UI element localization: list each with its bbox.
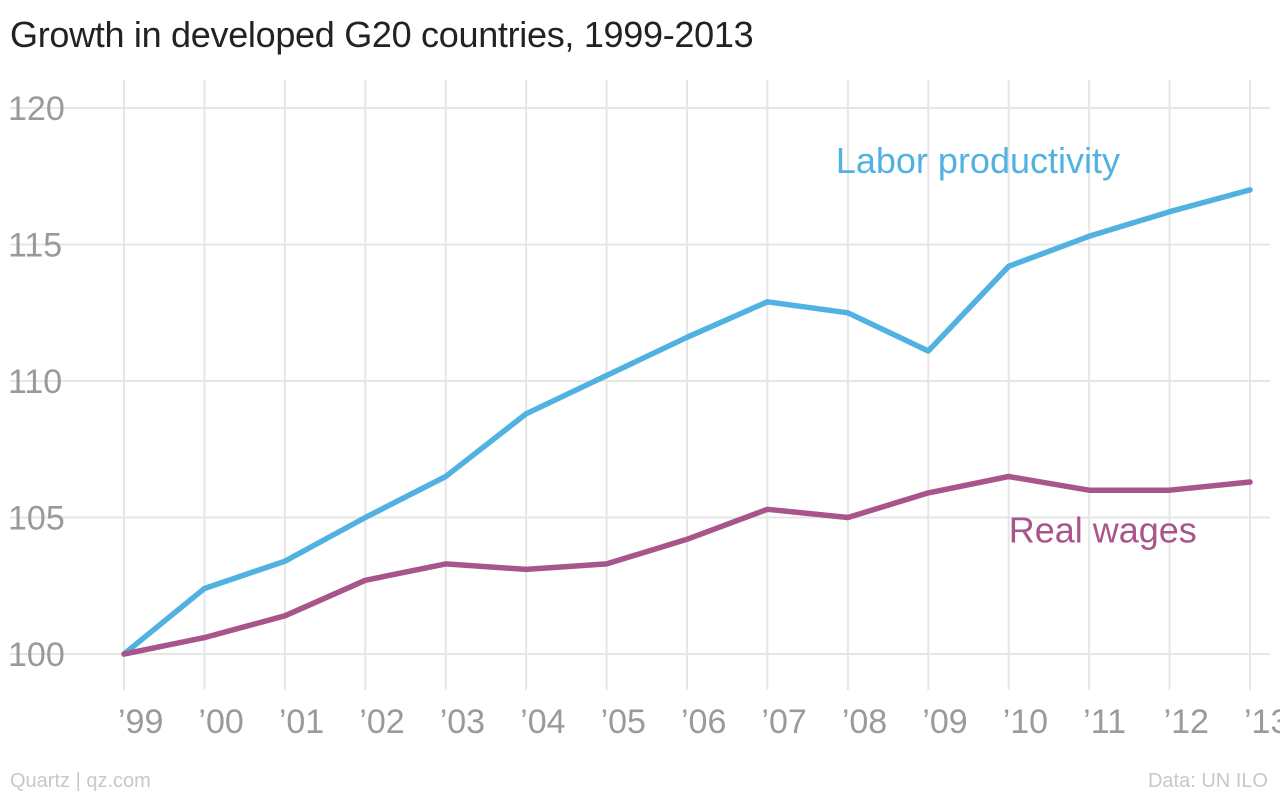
x-tick-label: ’11 [1083, 703, 1126, 741]
data-source: Data: UN ILO [1147, 770, 1268, 792]
data-point [1247, 479, 1253, 485]
data-point [523, 411, 529, 417]
x-tick-label: ’06 [681, 703, 726, 741]
x-tick-label: ’09 [922, 703, 967, 741]
data-point [764, 299, 771, 305]
series-lines [121, 187, 1253, 657]
data-point [443, 473, 449, 480]
data-point [362, 514, 368, 521]
data-point [603, 372, 610, 379]
horizontal-gridlines [10, 107, 1270, 655]
data-point [121, 651, 127, 657]
series-label-0: Labor productivity [836, 140, 1120, 181]
data-point [1166, 209, 1173, 215]
y-axis-tick-labels: 100 105 110 115 120 [8, 90, 65, 674]
data-point [1006, 473, 1012, 480]
y-tick-label: 105 [8, 500, 65, 538]
data-point [282, 558, 288, 564]
x-tick-label: ’12 [1164, 703, 1209, 741]
data-point [925, 490, 931, 496]
data-point [523, 566, 529, 572]
y-tick-label: 100 [8, 636, 65, 674]
x-axis-tick-labels: ’99 ’00 ’01 ’02 ’03 ’04 ’05 ’06 ’07 ’08 ’09 ’10 ’11 ’… [118, 703, 1280, 741]
series-label-1: Real wages [1009, 510, 1197, 551]
data-point [201, 635, 208, 641]
data-point [1086, 487, 1092, 493]
x-tick-label: ’13 [1244, 703, 1280, 741]
data-point [362, 577, 368, 583]
data-point [845, 310, 851, 316]
data-point [1006, 263, 1012, 269]
source-credit: Quartz | qz.com [10, 770, 151, 792]
data-point [764, 506, 771, 512]
data-point [1247, 187, 1253, 193]
x-tick-label: ’05 [601, 703, 646, 741]
x-tick-label: ’02 [359, 703, 404, 741]
data-point [1166, 487, 1173, 493]
x-tick-label: ’10 [1003, 703, 1048, 741]
data-point [201, 585, 208, 592]
x-tick-label: ’01 [279, 703, 324, 741]
data-point [684, 334, 690, 340]
x-tick-label: ’08 [842, 703, 887, 741]
data-point [603, 561, 610, 567]
x-tick-label: ’00 [198, 703, 243, 741]
data-point [1086, 233, 1092, 239]
x-tick-label: ’04 [520, 703, 565, 741]
data-point [443, 561, 449, 567]
data-point [845, 514, 851, 521]
chart-title: Growth in developed G20 countries, 1999-… [10, 14, 754, 55]
data-point [684, 536, 690, 542]
data-point [925, 348, 931, 354]
vertical-gridlines [123, 80, 1251, 690]
series-labels: Labor productivity Real wages [836, 140, 1197, 551]
data-point [282, 613, 288, 619]
y-tick-label: 110 [8, 363, 62, 401]
x-tick-label: ’03 [440, 703, 485, 741]
y-tick-label: 115 [8, 227, 62, 265]
x-tick-label: ’99 [118, 703, 163, 741]
y-tick-label: 120 [8, 90, 65, 128]
x-tick-label: ’07 [761, 703, 806, 741]
